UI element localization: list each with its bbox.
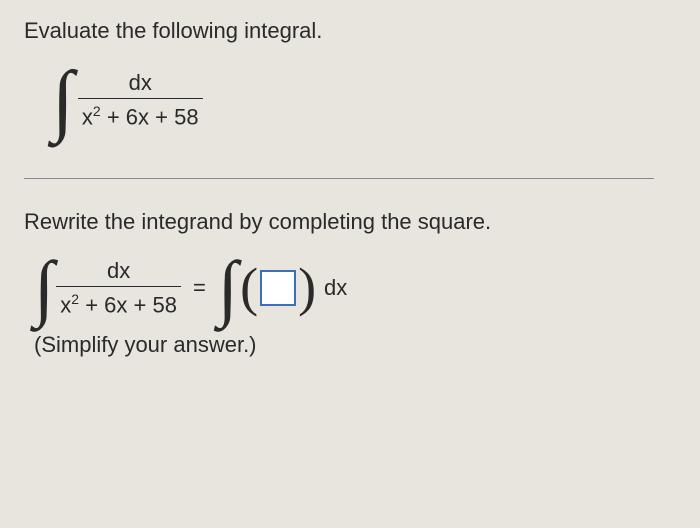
equals-sign: = (193, 275, 206, 301)
fraction-2: dx x2 + 6x + 58 (56, 258, 181, 318)
answer-input[interactable] (260, 270, 296, 306)
integral-expression-1: ∫ dx x2 + 6x + 58 (52, 64, 203, 136)
denominator-2: x2 + 6x + 58 (56, 286, 181, 318)
numerator-2: dx (101, 258, 136, 286)
answer-container: ( ) (240, 269, 316, 307)
part-instruction: Rewrite the integrand by completing the … (24, 209, 676, 235)
denominator-1: x2 + 6x + 58 (78, 98, 203, 130)
integral-sign-icon: ∫ (34, 255, 54, 322)
fraction-1: dx x2 + 6x + 58 (78, 70, 203, 130)
equation-row: ∫ dx x2 + 6x + 58 = ∫ ( ) dx (34, 255, 676, 322)
simplify-note: (Simplify your answer.) (34, 332, 676, 358)
right-paren-icon: ) (298, 269, 316, 307)
numerator-1: dx (123, 70, 158, 98)
integral-sign-icon: ∫ (218, 255, 238, 322)
left-paren-icon: ( (240, 269, 258, 307)
integral-sign-icon: ∫ (52, 64, 74, 136)
question-prompt: Evaluate the following integral. (24, 18, 676, 44)
section-divider (24, 178, 654, 179)
dx-label: dx (324, 275, 347, 301)
